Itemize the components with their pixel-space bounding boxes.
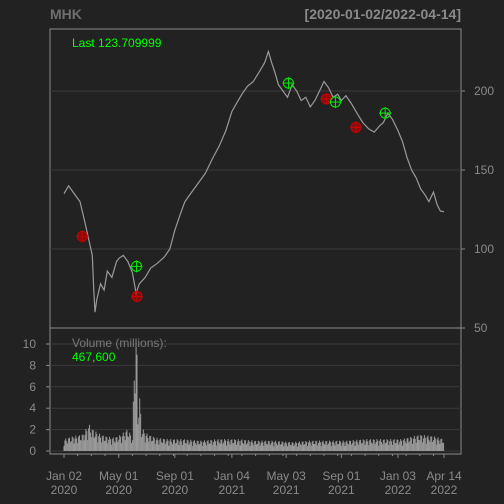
date-range-label: [2020-01-02/2022-04-14]: [305, 6, 461, 22]
buy-marker: [130, 260, 143, 273]
x-tick-year: 2022: [431, 483, 458, 497]
x-tick-year: 2020: [105, 483, 132, 497]
x-tick-label: Jan 02: [46, 469, 82, 483]
price-panel: 50 100 150 200: [49, 28, 494, 335]
sell-marker: [130, 290, 143, 303]
volume-value: 467,600: [72, 350, 116, 364]
price-tick-label: 200: [474, 84, 494, 98]
volume-tick-label: 0: [29, 444, 36, 458]
volume-tick-label: 6: [29, 380, 36, 394]
sell-marker: [349, 121, 362, 134]
price-panel-frame: [49, 28, 462, 329]
x-tick-label: Jan 03: [380, 469, 416, 483]
sell-marker: [76, 230, 89, 243]
x-tick-label: May 01: [99, 469, 139, 483]
price-tick-label: 50: [474, 321, 488, 335]
price-tick-label: 150: [474, 163, 494, 177]
chart-title: MHK: [50, 6, 82, 22]
volume-tick-label: 2: [29, 423, 36, 437]
x-tick-label: Jan 04: [214, 469, 250, 483]
volume-tick-label: 10: [23, 337, 37, 351]
x-tick-year: 2021: [219, 483, 246, 497]
volume-label: Volume (millions):: [72, 336, 167, 350]
volume-panel: 0 2 4 6 8 10: [23, 327, 462, 458]
x-tick-year: 2022: [385, 483, 412, 497]
volume-tick-label: 8: [29, 358, 36, 372]
buy-marker: [282, 77, 295, 90]
x-tick-year: 2020: [51, 483, 78, 497]
x-tick-label: Sep 01: [322, 469, 360, 483]
price-tick-label: 100: [474, 242, 494, 256]
x-tick-label: Apr 14: [426, 469, 462, 483]
x-tick-label: May 03: [266, 469, 306, 483]
x-tick-year: 2021: [273, 483, 300, 497]
buy-marker: [379, 107, 392, 120]
x-tick-label: Sep 01: [156, 469, 194, 483]
x-tick-year: 2020: [162, 483, 189, 497]
volume-tick-label: 4: [29, 401, 36, 415]
x-tick-year: 2021: [328, 483, 355, 497]
last-price-label: Last 123.709999: [72, 36, 162, 50]
buy-marker: [329, 96, 342, 109]
